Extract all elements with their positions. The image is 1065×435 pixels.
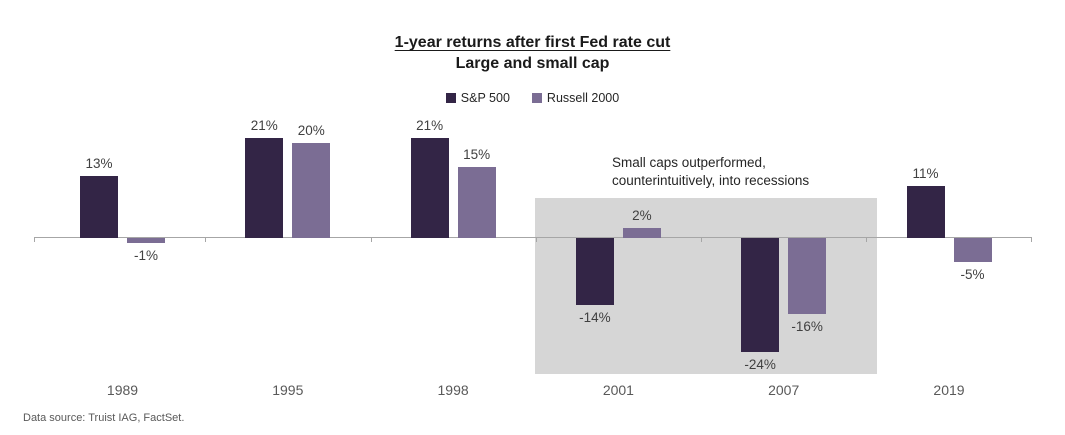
value-label-sp500-1989: 13%	[85, 156, 113, 171]
category-label-1989: 1989	[106, 382, 139, 398]
data-source-note: Data source: Truist IAG, FactSet.	[23, 412, 185, 424]
category-label-2001: 2001	[602, 382, 634, 398]
x-axis-tick	[34, 238, 35, 242]
value-label-russell2000-1995: 20%	[297, 123, 325, 138]
bar-russell2000-1998	[457, 167, 496, 238]
bar-russell2000-2019	[953, 238, 992, 262]
legend-label-russell2000: Russell 2000	[546, 91, 620, 105]
bar-sp500-2007	[741, 238, 780, 352]
value-label-russell2000-1998: 15%	[463, 147, 491, 162]
x-axis-tick	[205, 238, 207, 242]
bar-sp500-1995	[245, 138, 284, 238]
x-axis-tick	[370, 238, 372, 242]
x-axis-tick	[866, 238, 868, 242]
legend-item-sp500: S&P 500	[445, 91, 510, 105]
bar-sp500-2001	[575, 238, 614, 305]
bar-russell2000-2001	[622, 228, 661, 238]
russell2000-swatch-icon	[531, 93, 542, 103]
sp500-swatch-icon	[445, 93, 456, 103]
value-label-sp500-1998: 21%	[416, 118, 444, 133]
recession-annotation-line1: Small caps outperformed,	[612, 155, 766, 170]
category-label-2019: 2019	[933, 382, 965, 398]
value-label-russell2000-2001: 2%	[632, 208, 652, 223]
bar-sp500-1998	[410, 138, 449, 238]
chart-title: 1-year returns after first Fed rate cut	[394, 34, 671, 51]
bar-russell2000-2007	[788, 238, 827, 314]
bar-sp500-1989	[80, 176, 118, 238]
recession-annotation-line2: counterintuitively, into recessions	[612, 173, 810, 188]
x-axis-line	[34, 237, 1032, 238]
legend-item-russell2000: Russell 2000	[531, 91, 620, 105]
value-label-russell2000-2007: -16%	[791, 319, 823, 334]
title-block: 1-year returns after first Fed rate cut …	[0, 32, 1065, 74]
bar-sp500-2019	[906, 186, 945, 238]
value-label-sp500-2019: 11%	[912, 166, 939, 181]
legend-label-sp500: S&P 500	[460, 91, 510, 105]
bar-russell2000-1995	[292, 143, 331, 238]
legend: S&P 500 Russell 2000	[0, 91, 1065, 105]
value-label-russell2000-2019: -5%	[960, 267, 985, 282]
chart-subtitle: Large and small cap	[455, 55, 610, 72]
value-label-russell2000-1989: -1%	[133, 248, 158, 263]
value-label-sp500-1995: 21%	[250, 118, 278, 133]
category-label-2007: 2007	[768, 382, 800, 398]
value-label-sp500-2001: -14%	[579, 310, 611, 325]
x-axis-tick	[1031, 238, 1032, 242]
category-label-1995: 1995	[272, 382, 304, 398]
value-label-sp500-2007: -24%	[744, 357, 776, 372]
category-label-1998: 1998	[437, 382, 469, 398]
x-axis-tick	[701, 238, 703, 242]
x-axis-tick	[535, 238, 537, 242]
recession-annotation: Small caps outperformed, counterintuitiv…	[612, 154, 809, 190]
bar-russell2000-1989	[127, 238, 165, 243]
